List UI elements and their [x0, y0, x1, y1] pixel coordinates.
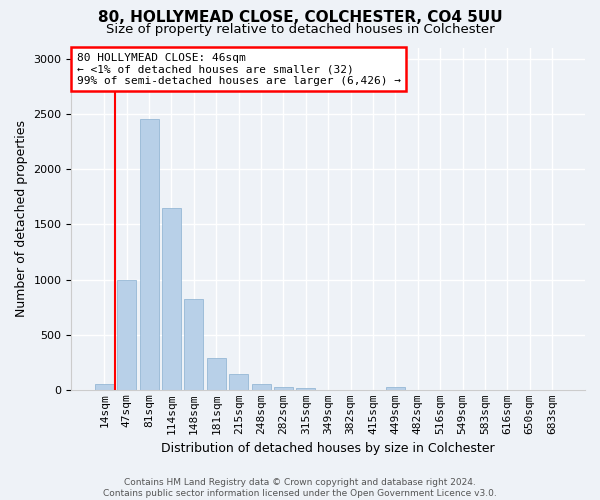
- Bar: [162, 208, 181, 390]
- Bar: [229, 374, 248, 390]
- Bar: [386, 387, 405, 390]
- Text: Size of property relative to detached houses in Colchester: Size of property relative to detached ho…: [106, 22, 494, 36]
- Bar: [274, 386, 293, 390]
- Bar: [184, 298, 203, 390]
- Bar: [117, 280, 136, 390]
- X-axis label: Distribution of detached houses by size in Colchester: Distribution of detached houses by size …: [161, 442, 495, 455]
- Text: 80, HOLLYMEAD CLOSE, COLCHESTER, CO4 5UU: 80, HOLLYMEAD CLOSE, COLCHESTER, CO4 5UU: [98, 10, 502, 25]
- Bar: [296, 388, 316, 390]
- Text: Contains HM Land Registry data © Crown copyright and database right 2024.
Contai: Contains HM Land Registry data © Crown c…: [103, 478, 497, 498]
- Bar: [140, 120, 158, 390]
- Y-axis label: Number of detached properties: Number of detached properties: [15, 120, 28, 318]
- Bar: [251, 384, 271, 390]
- Text: 80 HOLLYMEAD CLOSE: 46sqm
← <1% of detached houses are smaller (32)
99% of semi-: 80 HOLLYMEAD CLOSE: 46sqm ← <1% of detac…: [77, 52, 401, 86]
- Bar: [95, 384, 114, 390]
- Bar: [207, 358, 226, 390]
